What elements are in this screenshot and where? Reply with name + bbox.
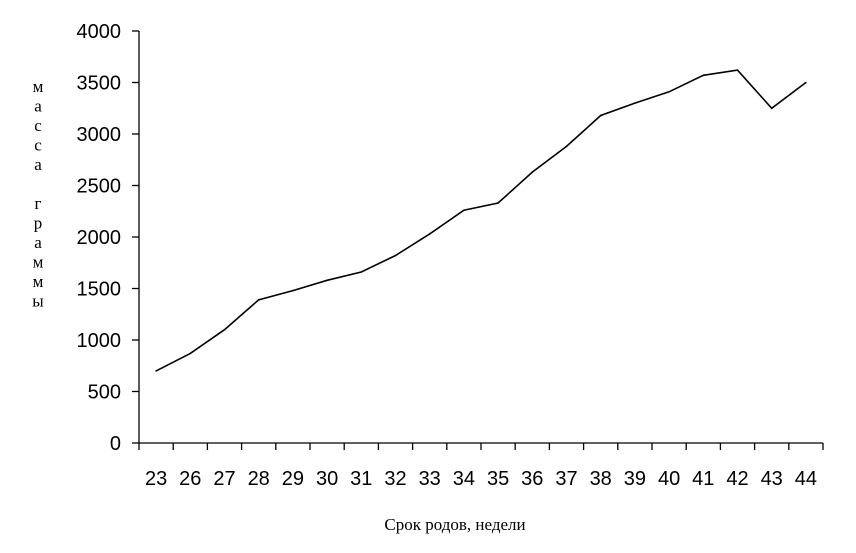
data-point — [805, 81, 807, 84]
data-point — [155, 370, 157, 372]
y-axis-title-char: а — [34, 233, 42, 252]
y-tick-label: 500 — [88, 382, 121, 404]
x-tick-label: 27 — [213, 468, 235, 490]
y-axis-title-char: р — [34, 214, 43, 233]
data-point — [463, 209, 465, 212]
x-tick-label: 42 — [726, 468, 748, 490]
x-tick-label: 39 — [624, 468, 646, 490]
x-axis: 23 26 27 28 29 30 31 32 33 34 35 36 37 38 39 40 41 42 43 44 — [138, 442, 824, 490]
data-point — [394, 254, 397, 257]
data-point — [497, 202, 499, 204]
data-point — [360, 271, 363, 273]
x-tick-label: 43 — [761, 468, 783, 490]
y-tick-label: 0 — [110, 433, 121, 455]
y-axis-title-char: ы — [32, 292, 44, 311]
data-point — [257, 299, 260, 301]
data-point — [599, 114, 602, 117]
x-tick-label: 28 — [248, 468, 270, 490]
y-tick-label: 2000 — [77, 227, 122, 249]
x-tick-label: 29 — [282, 468, 304, 490]
x-tick-label: 31 — [350, 468, 372, 490]
x-tick-label: 30 — [316, 468, 338, 490]
series-line — [155, 69, 807, 372]
data-point — [223, 328, 226, 331]
data-point — [189, 352, 192, 355]
data-point — [565, 145, 568, 148]
data-point — [736, 69, 739, 71]
data-point — [634, 102, 636, 104]
x-tick-label: 32 — [384, 468, 406, 490]
x-tick-label: 23 — [145, 468, 167, 490]
series-line-group — [155, 69, 807, 372]
x-tick-label: 35 — [487, 468, 509, 490]
data-point — [702, 74, 705, 77]
data-point — [428, 233, 431, 235]
y-axis-title-char: м — [33, 77, 44, 96]
x-tick-label: 40 — [658, 468, 680, 490]
x-tick-label: 34 — [453, 468, 475, 490]
x-tick-label: 37 — [555, 468, 577, 490]
y-axis-title-char: г — [35, 194, 42, 213]
data-point — [668, 90, 670, 93]
y-axis-title-char: с — [34, 136, 42, 155]
x-axis-title: Срок родов, недели — [384, 515, 525, 534]
y-axis-title-char: м — [33, 272, 44, 291]
y-axis-title-char: а — [34, 155, 42, 174]
data-point — [292, 289, 294, 292]
data-point — [326, 279, 328, 282]
x-tick-label: 36 — [521, 468, 543, 490]
data-point — [531, 171, 534, 173]
data-point — [770, 107, 773, 110]
x-tick-label: 41 — [692, 468, 714, 490]
y-tick-label: 1000 — [77, 330, 122, 352]
y-tick-label: 1500 — [77, 279, 122, 301]
y-tick-label: 3000 — [77, 124, 122, 146]
y-axis: 0 500 1000 1500 2000 2500 3000 3500 4000 — [77, 21, 140, 455]
y-axis-title-char: м — [33, 253, 44, 272]
y-tick-label: 4000 — [77, 21, 122, 43]
x-tick-label: 38 — [590, 468, 612, 490]
x-tick-label: 26 — [179, 468, 201, 490]
x-tick-label: 44 — [795, 468, 817, 490]
x-tick-label: 33 — [419, 468, 441, 490]
y-tick-label: 3500 — [77, 73, 122, 95]
y-axis-title-char: с — [34, 116, 42, 135]
y-axis-title-char: а — [34, 97, 42, 116]
y-tick-label: 2500 — [77, 176, 122, 198]
